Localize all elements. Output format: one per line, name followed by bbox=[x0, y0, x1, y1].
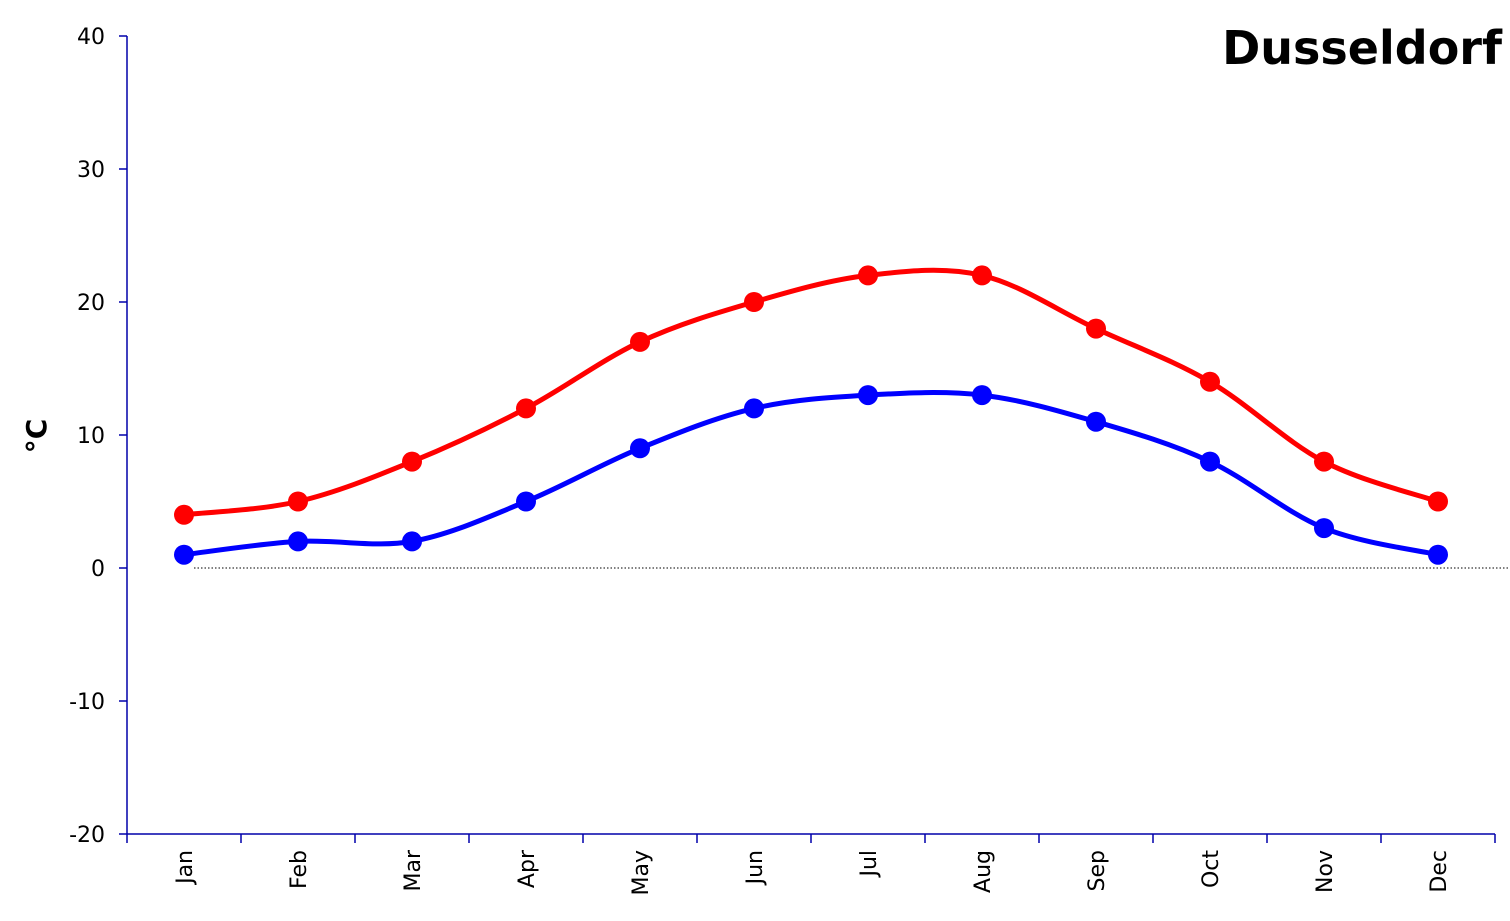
series-2-line bbox=[181, 390, 1441, 558]
x-tick-label: Sep bbox=[1085, 850, 1110, 891]
y-tick-label: 20 bbox=[77, 291, 105, 316]
series-1-point bbox=[972, 265, 992, 286]
x-tick-label: Feb bbox=[287, 850, 312, 889]
series-1-point bbox=[744, 292, 764, 312]
x-tick-label: Nov bbox=[1313, 850, 1338, 893]
y-axis-label: °C bbox=[20, 419, 53, 454]
series-2-point bbox=[630, 438, 650, 459]
y-tick-label: 30 bbox=[77, 158, 105, 183]
series-2-point bbox=[1200, 451, 1220, 472]
series-2-point bbox=[744, 398, 764, 419]
x-tick-label: Mar bbox=[401, 849, 426, 891]
series-2-point bbox=[1314, 518, 1334, 539]
x-tick-label: Apr bbox=[515, 849, 540, 888]
series-2-point bbox=[1428, 544, 1448, 565]
x-tick-label: Dec bbox=[1427, 850, 1452, 893]
series-2-point bbox=[288, 531, 308, 552]
x-tick-label: Jul bbox=[857, 850, 882, 879]
series-1-point bbox=[1428, 491, 1448, 512]
series-2-point bbox=[174, 544, 194, 565]
x-tick-label: Oct bbox=[1199, 850, 1224, 888]
series-1-point bbox=[1200, 371, 1220, 392]
series-1-point bbox=[1314, 451, 1334, 472]
axes: 40 30 20 10 0 -10 -20 Jan Feb Mar Apr May Jun Jul Aug S… bbox=[69, 25, 1510, 895]
series-1-point bbox=[1086, 318, 1106, 339]
y-tick-label: 40 bbox=[77, 25, 105, 50]
series-2-point bbox=[516, 491, 536, 512]
series-2-point bbox=[402, 531, 422, 552]
y-tick-label: -20 bbox=[69, 823, 105, 848]
x-tick-label: Jan bbox=[173, 850, 198, 886]
series-1-point bbox=[516, 398, 536, 419]
x-tick-label: Aug bbox=[971, 850, 996, 893]
y-tick-label: 0 bbox=[91, 557, 105, 582]
series-1-point bbox=[174, 504, 194, 525]
series-1-line bbox=[181, 267, 1441, 518]
series-1-point bbox=[288, 491, 308, 512]
y-tick-label: -10 bbox=[69, 690, 105, 715]
series-1-point bbox=[858, 265, 878, 286]
series-2-point bbox=[858, 385, 878, 406]
series-layer bbox=[174, 265, 1448, 565]
x-tick-label: Jun bbox=[743, 850, 768, 886]
series-2-point bbox=[1086, 411, 1106, 432]
series-1-point bbox=[630, 331, 650, 352]
y-tick-label: 10 bbox=[77, 424, 105, 449]
series-2-point bbox=[972, 385, 992, 406]
series-1-point bbox=[402, 451, 422, 472]
x-tick-label: May bbox=[629, 850, 654, 895]
chart-title: Dusseldorf bbox=[1222, 21, 1503, 75]
